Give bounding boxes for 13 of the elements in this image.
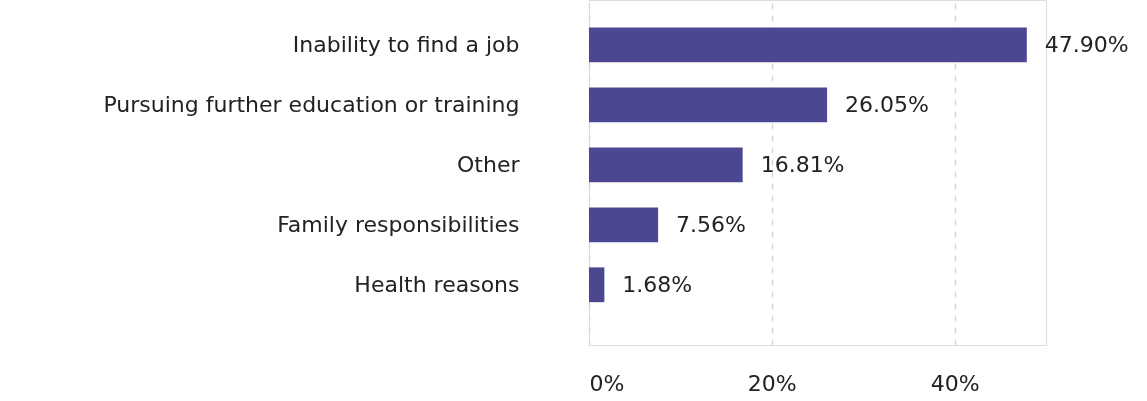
data-label: 26.05% bbox=[845, 91, 929, 117]
data-label: 47.90% bbox=[1044, 31, 1129, 57]
x-tick-label: 40% bbox=[930, 370, 980, 396]
y-tick-label: Other bbox=[457, 151, 521, 177]
y-tick-label: Health reasons bbox=[354, 271, 520, 297]
data-label: 16.81% bbox=[760, 151, 845, 177]
x-tick-label: 0% bbox=[589, 370, 625, 396]
data-label: 7.56% bbox=[676, 211, 746, 237]
y-tick-label: Pursuing further education or training bbox=[103, 91, 520, 117]
x-tick-label: 20% bbox=[747, 370, 797, 396]
y-tick-label: Family responsibilities bbox=[277, 211, 520, 237]
data-label: 1.68% bbox=[622, 271, 693, 297]
y-tick-label: Inability to find a job bbox=[292, 31, 520, 57]
